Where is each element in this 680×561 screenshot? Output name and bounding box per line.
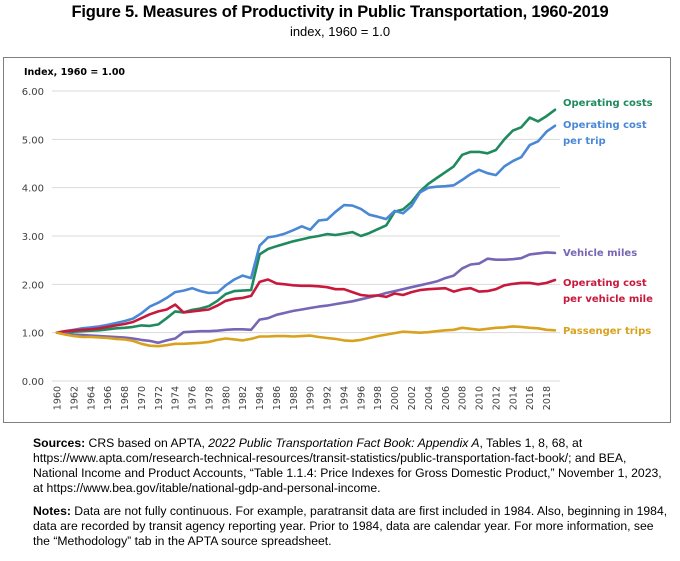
series-line-operating-cost-per-trip bbox=[55, 124, 557, 335]
notes-label: Notes: bbox=[33, 504, 71, 518]
sources-label: Sources: bbox=[33, 436, 86, 450]
x-tick-label: 2010 bbox=[475, 386, 486, 410]
x-tick-label: 2000 bbox=[390, 386, 401, 410]
sources-publication-title: 2022 Public Transportation Fact Book: Ap… bbox=[208, 436, 480, 450]
series-line-operating-costs bbox=[55, 108, 557, 335]
line-chart: Index, 1960 = 1.00 0.00 1.00 2.00 3.00 4.00 5… bbox=[22, 67, 653, 410]
x-tick-label: 1972 bbox=[154, 386, 165, 410]
x-tick-label: 2014 bbox=[508, 386, 519, 410]
series-line-operating-cost-per-vehicle-mile bbox=[55, 278, 557, 335]
x-tick-label: 1964 bbox=[86, 386, 97, 410]
x-tick-label: 1998 bbox=[373, 386, 384, 410]
legend-label-line: per trip bbox=[563, 136, 606, 147]
legend-label: Operating cost per vehicle mile bbox=[563, 278, 653, 305]
x-tick-label: 2006 bbox=[441, 386, 452, 410]
legend-label: Operating costs bbox=[563, 98, 653, 109]
x-tick-label: 1970 bbox=[137, 386, 148, 410]
sources-text-pre: CRS based on APTA, bbox=[85, 436, 209, 450]
legend-label-line: per vehicle mile bbox=[563, 294, 653, 305]
chart-frame bbox=[3, 57, 671, 423]
legend: Operating costs Operating cost per trip Veh… bbox=[563, 98, 653, 337]
y-tick-label: 0.00 bbox=[22, 377, 44, 388]
legend-label-line: Operating cost bbox=[563, 120, 647, 131]
figure-subtitle: index, 1960 = 1.0 bbox=[289, 24, 391, 39]
x-tick-label: 2002 bbox=[407, 386, 418, 410]
x-tick-label: 1980 bbox=[221, 386, 232, 410]
sources-text-post: , Tables 1, 8, 68, at https://www.apta.c… bbox=[33, 436, 662, 495]
y-tick-label: 6.00 bbox=[22, 87, 44, 98]
x-tick-label: 1986 bbox=[272, 386, 283, 410]
x-tick-label: 2012 bbox=[491, 386, 502, 410]
legend-label-line: Passenger trips bbox=[563, 326, 651, 337]
x-tick-label: 1974 bbox=[171, 386, 182, 410]
x-tick-label: 2016 bbox=[525, 386, 536, 410]
series-lines bbox=[55, 108, 557, 348]
x-tick-label: 1996 bbox=[356, 386, 367, 410]
series-line-passenger-trips bbox=[55, 325, 557, 348]
x-tick-label: 1976 bbox=[188, 386, 199, 410]
x-tick-label: 2004 bbox=[424, 386, 435, 410]
x-tick-label: 2008 bbox=[458, 386, 469, 410]
notes-text: Data are not fully continuous. For examp… bbox=[33, 504, 668, 548]
figure-title: Figure 5. Measures of Productivity in Pu… bbox=[71, 3, 609, 21]
x-tick-label: 1982 bbox=[238, 386, 249, 410]
x-tick-label: 1984 bbox=[255, 386, 266, 410]
notes-block: Notes: Data are not fully continuous. Fo… bbox=[33, 504, 673, 549]
x-tick-label: 1960 bbox=[53, 386, 64, 410]
y-tick-label: 3.00 bbox=[22, 232, 44, 243]
legend-label: Passenger trips bbox=[563, 326, 651, 337]
y-tick-label: 1.00 bbox=[22, 329, 44, 340]
x-tick-label: 1962 bbox=[69, 386, 80, 410]
y-tick-label: 2.00 bbox=[22, 280, 44, 291]
series-line-vehicle-miles bbox=[55, 251, 557, 345]
x-tick-label: 1992 bbox=[323, 386, 334, 410]
x-tick-label: 1990 bbox=[306, 386, 317, 410]
gridlines bbox=[52, 90, 560, 382]
y-axis-ticks: 0.00 1.00 2.00 3.00 4.00 5.00 6.00 bbox=[22, 87, 44, 388]
legend-label-line: Vehicle miles bbox=[563, 248, 637, 259]
x-tick-label: 2018 bbox=[542, 386, 553, 410]
legend-label: Operating cost per trip bbox=[563, 120, 647, 147]
x-tick-label: 1968 bbox=[120, 386, 131, 410]
x-tick-label: 1988 bbox=[289, 386, 300, 410]
y-tick-label: 5.00 bbox=[22, 135, 44, 146]
legend-label: Vehicle miles bbox=[563, 248, 637, 259]
x-tick-label: 1994 bbox=[339, 386, 350, 410]
sources-note: Sources: CRS based on APTA, 2022 Public … bbox=[33, 436, 673, 496]
y-axis-label: Index, 1960 = 1.00 bbox=[24, 67, 125, 78]
legend-label-line: Operating cost bbox=[563, 278, 647, 289]
x-tick-label: 1966 bbox=[103, 386, 114, 410]
legend-label-line: Operating costs bbox=[563, 98, 653, 109]
y-tick-label: 4.00 bbox=[22, 184, 44, 195]
x-axis-ticks: 1960 1962 1964 1966 1968 1970 1972 1974 1976 1978… bbox=[53, 386, 554, 410]
x-tick-label: 1978 bbox=[204, 386, 215, 410]
